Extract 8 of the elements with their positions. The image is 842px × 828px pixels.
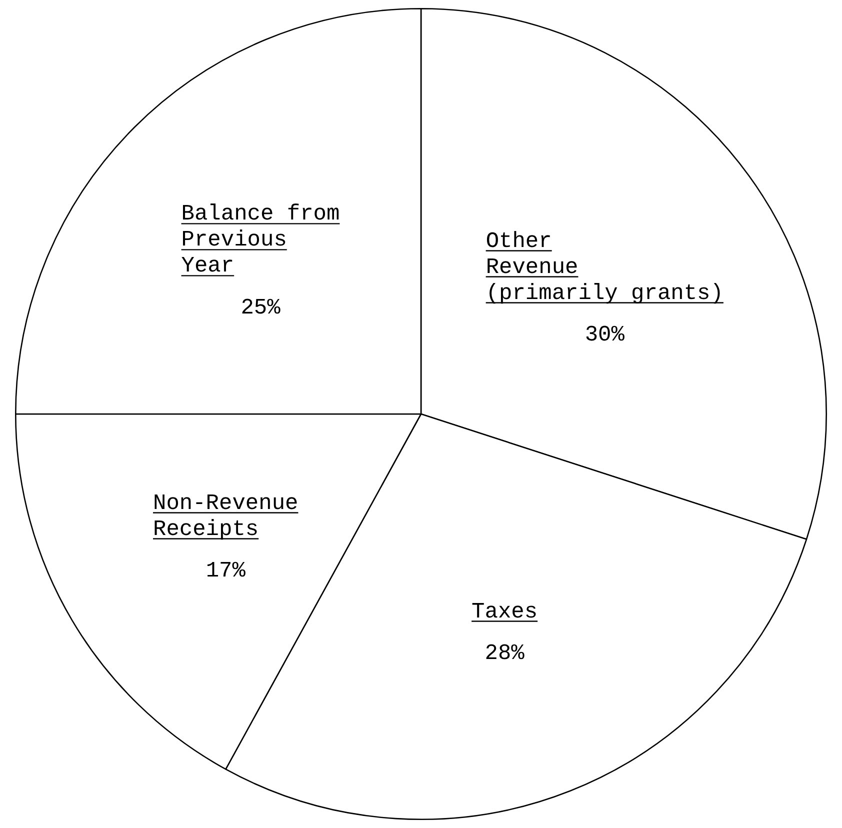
data-label: 30% <box>584 322 626 348</box>
slice-label: Balance from Previous Year <box>181 202 340 279</box>
slice-label: Non-Revenue Receipts <box>153 490 298 542</box>
data-label: 25% <box>240 295 282 320</box>
data-label: 28% <box>484 640 526 666</box>
slice-label: Taxes <box>472 599 538 624</box>
slice-label: Other Revenue (primarily grants) <box>486 228 724 306</box>
data-label: 17% <box>206 558 246 584</box>
